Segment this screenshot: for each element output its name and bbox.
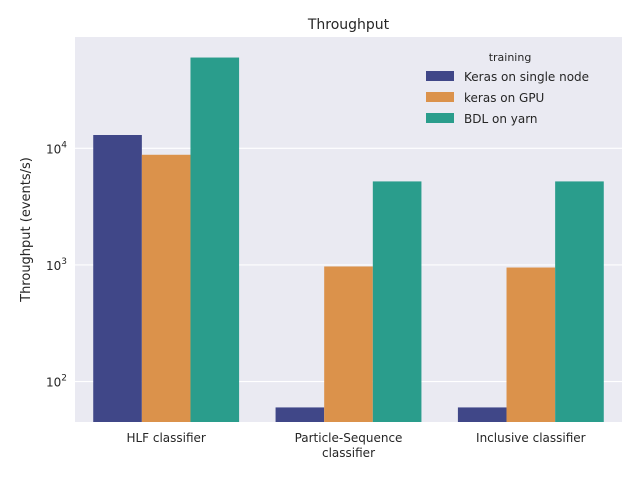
x-tick-label: classifier	[322, 446, 375, 460]
y-ticks: 102 103 104	[46, 140, 67, 389]
y-axis-label: Throughput (events/s)	[19, 157, 34, 303]
legend-entry: keras on GPU	[464, 91, 544, 105]
bar	[372, 181, 422, 422]
bar	[555, 181, 604, 422]
bar	[506, 267, 556, 422]
bar	[275, 407, 325, 422]
y-tick-label: 104	[46, 140, 67, 156]
bar	[324, 266, 373, 422]
x-tick-label: HLF classifier	[126, 431, 205, 445]
legend-title: training	[489, 51, 532, 64]
x-ticks: HLF classifier Particle-Sequenceclassifie…	[126, 431, 585, 460]
bar	[457, 407, 507, 422]
y-tick-label: 103	[46, 257, 67, 273]
bar	[141, 154, 191, 422]
bar	[190, 57, 240, 423]
legend-swatch	[426, 71, 454, 81]
bars	[93, 57, 604, 423]
legend-entry: BDL on yarn	[464, 112, 538, 126]
legend-entry: Keras on single node	[464, 70, 589, 84]
bar	[93, 135, 142, 422]
y-tick-label: 102	[46, 374, 67, 390]
legend: training Keras on single node keras on GP…	[426, 51, 589, 126]
legend-swatch	[426, 113, 454, 123]
chart-title: Throughput	[307, 17, 390, 33]
x-tick-label: Particle-Sequence	[295, 431, 403, 445]
legend-swatch	[426, 92, 454, 102]
x-tick-label: Inclusive classifier	[476, 431, 586, 445]
